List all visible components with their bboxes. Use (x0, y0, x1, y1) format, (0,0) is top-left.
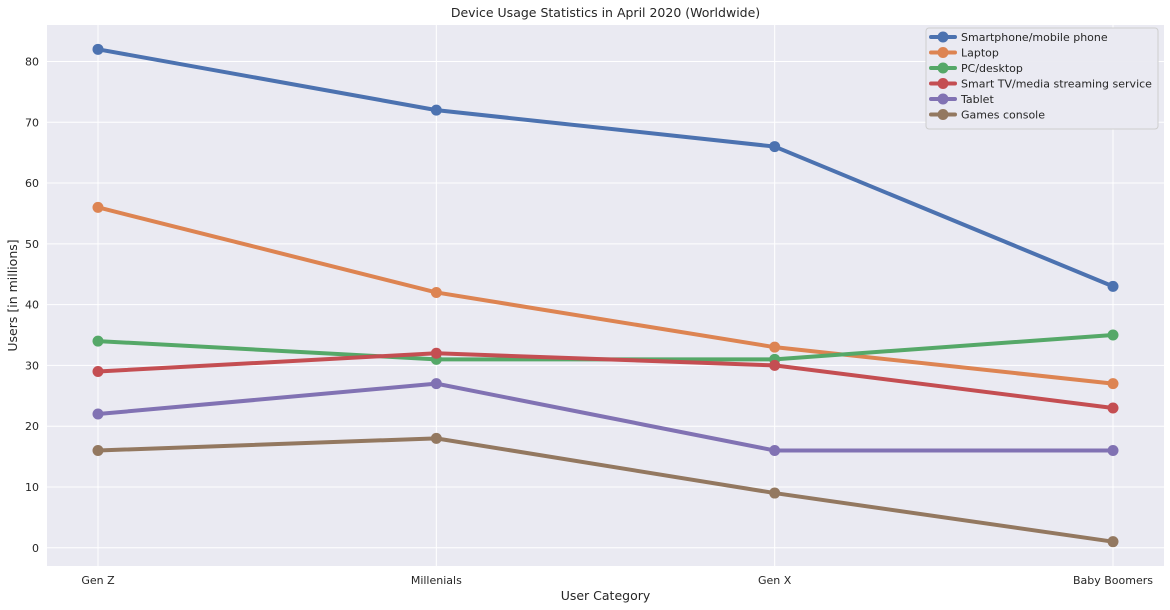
data-point (430, 104, 442, 116)
series-line (96, 351, 1115, 410)
legend-item: Games console (929, 109, 1045, 122)
data-point (92, 43, 104, 55)
data-point (769, 487, 781, 499)
legend-marker (937, 93, 949, 105)
legend-label: Smart TV/media streaming service (961, 78, 1152, 91)
data-point (92, 365, 104, 377)
data-point (769, 141, 781, 153)
series-line (96, 47, 1115, 289)
data-point (430, 432, 442, 444)
series-line (96, 381, 1115, 453)
series-line (96, 436, 1115, 544)
legend-label: Smartphone/mobile phone (961, 31, 1108, 44)
y-tick-label: 60 (25, 177, 39, 190)
y-tick-label: 20 (25, 420, 39, 433)
data-point (92, 408, 104, 420)
x-tick-label: Gen Z (81, 574, 115, 587)
legend-item: Tablet (929, 93, 994, 106)
y-tick-label: 50 (25, 238, 39, 251)
data-point (92, 201, 104, 213)
y-tick-label: 10 (25, 481, 39, 494)
legend-label: Games console (961, 109, 1045, 122)
y-tick-label: 70 (25, 116, 39, 129)
axis-ticks: 0 10 20 30 40 50 60 70 80 Gen Z Millenials Gen X Bab… (25, 55, 1153, 587)
series-line (96, 205, 1115, 386)
legend-label: Tablet (960, 93, 994, 106)
data-point (92, 335, 104, 347)
legend: Smartphone/mobile phone Laptop PC/desktop S… (925, 27, 1159, 130)
y-tick-label: 80 (25, 55, 39, 68)
data-point (430, 378, 442, 390)
legend-item: Laptop (929, 47, 999, 60)
legend-label: Laptop (961, 47, 999, 60)
y-tick-label: 30 (25, 359, 39, 372)
legend-label: PC/desktop (961, 62, 1023, 75)
data-point (92, 445, 104, 457)
series-games-console (92, 432, 1119, 548)
series-smartphone-mobile-phone (92, 43, 1119, 292)
data-point (769, 341, 781, 353)
data-point (430, 347, 442, 359)
chart-title: Device Usage Statistics in April 2020 (W… (451, 5, 760, 20)
legend-marker (937, 78, 949, 89)
x-tick-label: Millenials (411, 574, 462, 587)
data-point (769, 359, 781, 371)
series-smart-tv-media-streaming-service (92, 347, 1119, 414)
legend-item: Smart TV/media streaming service (929, 78, 1152, 91)
legend-item: PC/desktop (929, 62, 1023, 75)
data-point (1107, 402, 1119, 414)
data-point (1107, 280, 1119, 292)
x-tick-label: Baby Boomers (1073, 574, 1153, 587)
legend-marker (937, 31, 949, 43)
legend-box (925, 27, 1159, 130)
data-point (430, 286, 442, 298)
x-tick-label: Gen X (758, 574, 792, 587)
data-point (1107, 536, 1119, 548)
y-tick-label: 40 (25, 299, 39, 312)
data-point (1107, 329, 1119, 341)
series-lines (92, 43, 1119, 548)
x-axis-label: User Category (561, 588, 651, 603)
y-axis-label: Users [in millions] (5, 239, 20, 351)
series-tablet (92, 378, 1119, 457)
data-point (769, 445, 781, 457)
data-point (1107, 445, 1119, 457)
data-point (1107, 378, 1119, 390)
legend-marker (937, 62, 949, 74)
series-laptop (92, 201, 1119, 390)
legend-item: Smartphone/mobile phone (929, 31, 1108, 44)
legend-marker (937, 47, 949, 58)
y-tick-label: 0 (32, 542, 39, 555)
legend-marker (937, 109, 949, 120)
